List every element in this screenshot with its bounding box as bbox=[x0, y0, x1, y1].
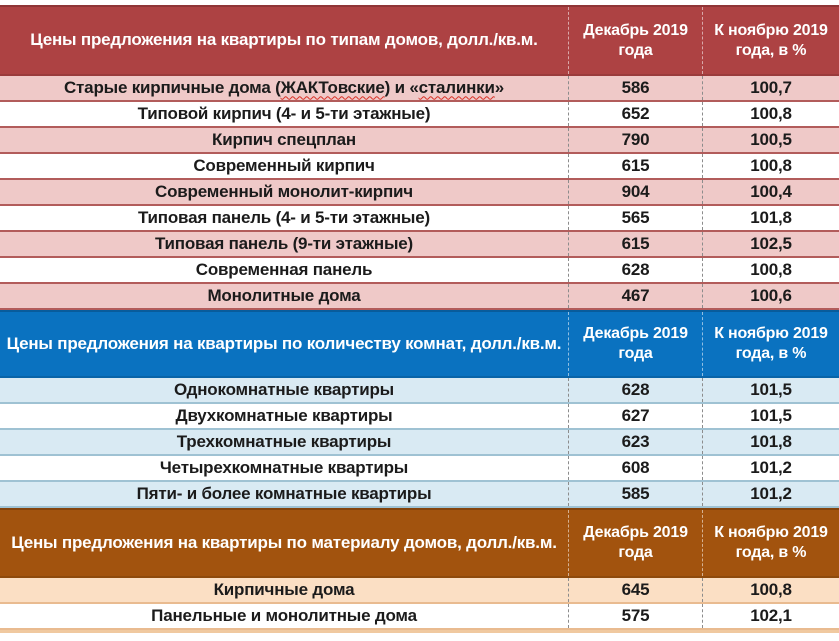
row-label: Современный кирпич bbox=[193, 155, 375, 175]
price-value: 565 bbox=[568, 206, 702, 230]
bottom-margin bbox=[0, 630, 839, 641]
table-row: Типовая панель (9-ти этажные) 615 102,5 bbox=[0, 232, 839, 258]
index-value: 101,5 bbox=[702, 404, 839, 428]
section-house-types: Цены предложения на квартиры по типам до… bbox=[0, 5, 839, 310]
index-value: 101,8 bbox=[702, 430, 839, 454]
row-label-part: » bbox=[494, 77, 505, 97]
row-label: Типовая панель (4- и 5-ти этажные) bbox=[138, 207, 430, 227]
price-value: 904 bbox=[568, 180, 702, 204]
table-row: Монолитные дома 467 100,6 bbox=[0, 284, 839, 310]
index-value: 101,5 bbox=[702, 378, 839, 402]
index-value: 100,7 bbox=[702, 76, 839, 100]
column-header-index: К ноябрю 2019 года, в % bbox=[702, 510, 839, 576]
column-header-index: К ноябрю 2019 года, в % bbox=[702, 7, 839, 74]
table-row: Кирпичные дома 645 100,8 bbox=[0, 578, 839, 604]
table-row: Кирпич спецплан 790 100,5 bbox=[0, 128, 839, 154]
row-label: Панельные и монолитные дома bbox=[151, 605, 417, 625]
table-row: Старые кирпичные дома (ЖАКТовские) и «ст… bbox=[0, 76, 839, 102]
price-value: 627 bbox=[568, 404, 702, 428]
table-row: Типовой кирпич (4- и 5-ти этажные) 652 1… bbox=[0, 102, 839, 128]
table-row: Четырехкомнатные квартиры 608 101,2 bbox=[0, 456, 839, 482]
index-value: 102,5 bbox=[702, 232, 839, 256]
section-room-counts: Цены предложения на квартиры по количест… bbox=[0, 310, 839, 508]
section-title: Цены предложения на квартиры по материал… bbox=[11, 532, 557, 552]
table-row: Типовая панель (4- и 5-ти этажные) 565 1… bbox=[0, 206, 839, 232]
section-title: Цены предложения на квартиры по количест… bbox=[6, 333, 562, 353]
row-label: Монолитные дома bbox=[207, 285, 361, 305]
row-label-spellcheck: ЖАКТовские bbox=[280, 77, 385, 97]
index-value: 100,8 bbox=[702, 102, 839, 126]
row-label: Четырехкомнатные квартиры bbox=[159, 457, 409, 477]
price-value: 575 bbox=[568, 604, 702, 628]
row-label: Кирпич спецплан bbox=[212, 129, 356, 149]
index-value: 100,8 bbox=[702, 154, 839, 178]
row-label: Однокомнатные квартиры bbox=[174, 379, 394, 399]
table-row: Пяти- и более комнатные квартиры 585 101… bbox=[0, 482, 839, 508]
price-value: 623 bbox=[568, 430, 702, 454]
column-header-index: К ноябрю 2019 года, в % bbox=[702, 312, 839, 376]
price-value: 615 bbox=[568, 232, 702, 256]
column-header-december: Декабрь 2019 года bbox=[568, 7, 702, 74]
section-materials: Цены предложения на квартиры по материал… bbox=[0, 508, 839, 630]
index-value: 100,4 bbox=[702, 180, 839, 204]
row-label: Старые кирпичные дома (ЖАКТовские) и «ст… bbox=[0, 76, 568, 100]
row-label: Типовая панель (9-ти этажные) bbox=[155, 233, 413, 253]
price-value: 467 bbox=[568, 284, 702, 308]
index-value: 101,8 bbox=[702, 206, 839, 230]
table-row: Современный монолит-кирпич 904 100,4 bbox=[0, 180, 839, 206]
table-row: Современная панель 628 100,8 bbox=[0, 258, 839, 284]
table-row: Двухкомнатные квартиры 627 101,5 bbox=[0, 404, 839, 430]
price-value: 608 bbox=[568, 456, 702, 480]
row-label: Трехкомнатные квартиры bbox=[176, 431, 392, 451]
section-header-materials: Цены предложения на квартиры по материал… bbox=[0, 508, 839, 578]
table-row: Панельные и монолитные дома 575 102,1 bbox=[0, 604, 839, 630]
price-value: 628 bbox=[568, 378, 702, 402]
row-label: Современная панель bbox=[195, 259, 373, 279]
table-row: Однокомнатные квартиры 628 101,5 bbox=[0, 378, 839, 404]
index-value: 101,2 bbox=[702, 456, 839, 480]
row-label: Пяти- и более комнатные квартиры bbox=[136, 483, 432, 503]
row-label-part: ) и « bbox=[384, 77, 419, 97]
index-value: 100,8 bbox=[702, 258, 839, 282]
table-row: Трехкомнатные квартиры 623 101,8 bbox=[0, 430, 839, 456]
index-value: 100,8 bbox=[702, 578, 839, 602]
index-value: 101,2 bbox=[702, 482, 839, 506]
index-value: 100,5 bbox=[702, 128, 839, 152]
price-value: 585 bbox=[568, 482, 702, 506]
index-value: 100,6 bbox=[702, 284, 839, 308]
price-value: 645 bbox=[568, 578, 702, 602]
top-margin bbox=[0, 0, 839, 5]
section-title: Цены предложения на квартиры по типам до… bbox=[30, 30, 538, 50]
table-row: Современный кирпич 615 100,8 bbox=[0, 154, 839, 180]
row-label-spellcheck: сталинки bbox=[418, 77, 495, 97]
price-value: 652 bbox=[568, 102, 702, 126]
price-value: 615 bbox=[568, 154, 702, 178]
column-header-december: Декабрь 2019 года bbox=[568, 510, 702, 576]
price-value: 628 bbox=[568, 258, 702, 282]
row-label: Кирпичные дома bbox=[213, 579, 355, 599]
column-header-december: Декабрь 2019 года bbox=[568, 312, 702, 376]
section-header-room-counts: Цены предложения на квартиры по количест… bbox=[0, 310, 839, 378]
row-label: Двухкомнатные квартиры bbox=[175, 405, 393, 425]
section-header-house-types: Цены предложения на квартиры по типам до… bbox=[0, 5, 839, 76]
price-value: 790 bbox=[568, 128, 702, 152]
row-label: Современный монолит-кирпич bbox=[155, 181, 413, 201]
row-label-part: Старые кирпичные дома ( bbox=[63, 77, 281, 97]
index-value: 102,1 bbox=[702, 604, 839, 628]
row-label: Типовой кирпич (4- и 5-ти этажные) bbox=[137, 103, 431, 123]
price-value: 586 bbox=[568, 76, 702, 100]
